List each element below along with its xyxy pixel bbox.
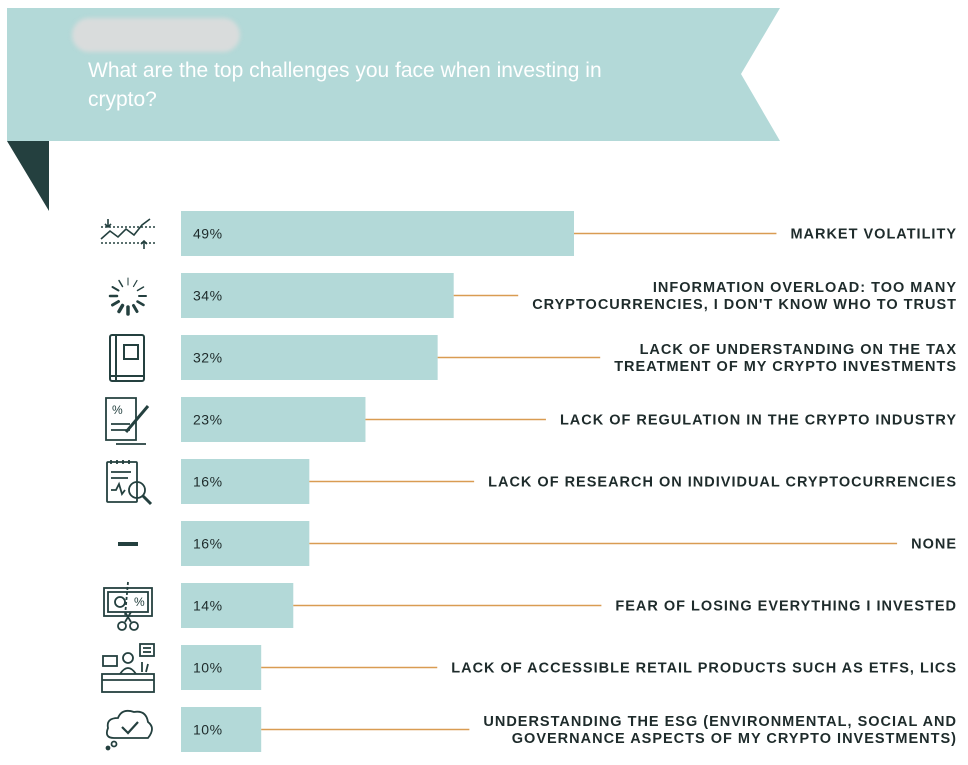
- banner-fold: [7, 141, 49, 211]
- category-label: LACK OF REGULATION IN THE CRYPTO INDUSTR…: [560, 413, 957, 429]
- bar-row: 10% LACK OF ACCESSIBLE RETAIL PRODUCTS SU…: [181, 645, 957, 690]
- loading-spinner-icon: [108, 277, 147, 316]
- esg-cloud-check-icon: [105, 709, 153, 751]
- category-label: FEAR OF LOSING EVERYTHING I INVESTED: [615, 599, 957, 615]
- bar: [181, 583, 294, 628]
- bar: [181, 459, 310, 504]
- value-label: 49%: [193, 226, 223, 242]
- regulation-document-icon: %: [105, 397, 150, 445]
- tax-book-icon: [109, 334, 145, 382]
- category-label: UNDERSTANDING THE ESG (ENVIRONMENTAL, SO…: [483, 714, 957, 730]
- value-label: 10%: [193, 722, 223, 738]
- bar: [181, 645, 262, 690]
- none-dash-icon: [118, 542, 138, 546]
- value-label: 32%: [193, 350, 223, 366]
- category-label: LACK OF UNDERSTANDING ON THE TAX: [640, 342, 957, 358]
- category-label: LACK OF RESEARCH ON INDIVIDUAL CRYPTOCUR…: [488, 475, 957, 491]
- bar-row: 16% LACK OF RESEARCH ON INDIVIDUAL CRYPTO…: [181, 459, 957, 504]
- category-label: LACK OF ACCESSIBLE RETAIL PRODUCTS SUCH …: [451, 661, 957, 677]
- bar: [181, 211, 574, 256]
- category-label: GOVERNANCE ASPECTS OF MY CRYPTO INVESTME…: [512, 731, 957, 747]
- value-label: 16%: [193, 536, 223, 552]
- redacted-logo: [72, 18, 240, 52]
- bar: [181, 707, 262, 752]
- bar-row: 49% MARKET VOLATILITY: [181, 211, 957, 256]
- page-title: What are the top challenges you face whe…: [88, 59, 602, 111]
- bar-row: 34% INFORMATION OVERLOAD: TOO MANYCRYPTOC…: [181, 273, 957, 318]
- bar-row: 14% FEAR OF LOSING EVERYTHING I INVESTED: [181, 583, 957, 628]
- category-icons: % %: [100, 218, 155, 751]
- category-label: MARKET VOLATILITY: [790, 227, 957, 243]
- value-label: 10%: [193, 660, 223, 676]
- category-label: NONE: [911, 537, 957, 553]
- retail-desk-icon: [101, 643, 155, 693]
- bar: [181, 397, 366, 442]
- chart-marks: 49% MARKET VOLATILITY 34% INFORMATION OVERL…: [181, 211, 957, 752]
- header-banner: What are the top challenges you face whe…: [0, 0, 968, 215]
- bar-row: 10% UNDERSTANDING THE ESG (ENVIRONMENTAL,…: [181, 707, 957, 752]
- bar: [181, 521, 310, 566]
- bar: [181, 335, 438, 380]
- losing-money-scissors-icon: %: [103, 581, 153, 631]
- bar-row: 16% NONE: [181, 521, 957, 566]
- volatility-chart-icon: [100, 218, 155, 249]
- svg-text:%: %: [112, 403, 123, 417]
- category-label: INFORMATION OVERLOAD: TOO MANY: [653, 280, 957, 296]
- bar-row: 23% LACK OF REGULATION IN THE CRYPTO INDU…: [181, 397, 957, 442]
- category-label: TREATMENT OF MY CRYPTO INVESTMENTS: [614, 359, 957, 375]
- research-magnifier-icon: [106, 460, 153, 506]
- category-label: CRYPTOCURRENCIES, I DON'T KNOW WHO TO TR…: [532, 297, 957, 313]
- value-label: 34%: [193, 288, 223, 304]
- svg-text:%: %: [134, 595, 145, 609]
- bar-row: 32% LACK OF UNDERSTANDING ON THE TAXTREAT…: [181, 335, 957, 380]
- value-label: 14%: [193, 598, 223, 614]
- value-label: 16%: [193, 474, 223, 490]
- bar: [181, 273, 454, 318]
- value-label: 23%: [193, 412, 223, 428]
